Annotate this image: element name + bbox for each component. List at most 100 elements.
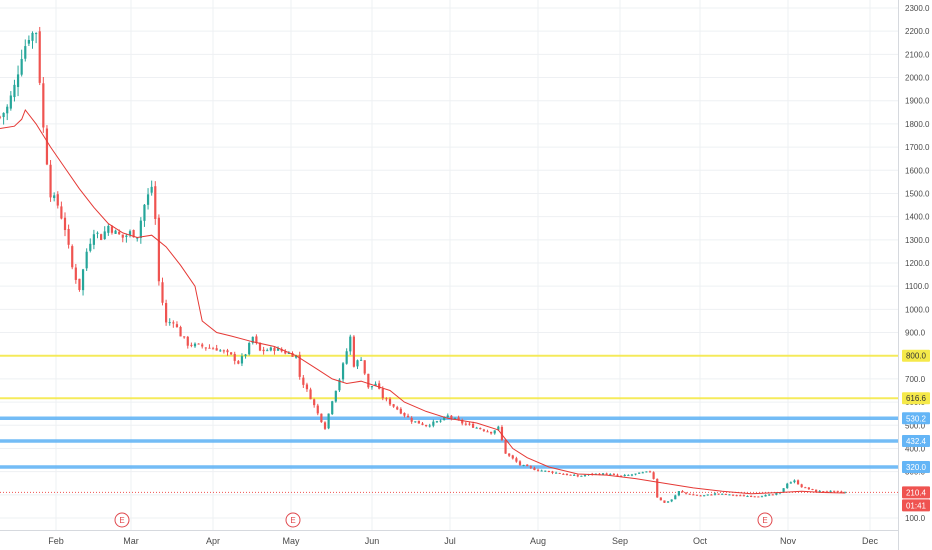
candle-body bbox=[284, 351, 287, 354]
candle-body bbox=[367, 373, 370, 388]
level-tag bbox=[902, 434, 930, 447]
earnings-marker-label: E bbox=[290, 516, 295, 525]
candle-body bbox=[378, 383, 381, 389]
candle-body bbox=[789, 482, 792, 484]
candle-body bbox=[244, 354, 247, 356]
candle-body bbox=[522, 464, 525, 466]
y-tick-label: 1100.0 bbox=[905, 282, 929, 291]
candle-body bbox=[186, 336, 189, 346]
candle-body bbox=[320, 413, 323, 423]
candle-body bbox=[659, 497, 662, 501]
candle-body bbox=[515, 458, 518, 462]
candle-body bbox=[742, 495, 745, 497]
candle-body bbox=[345, 351, 348, 364]
candle-body bbox=[486, 431, 489, 433]
earnings-marker-circle[interactable] bbox=[285, 512, 301, 528]
candle-body bbox=[526, 464, 529, 467]
candle-body bbox=[439, 420, 442, 422]
level-tag bbox=[902, 392, 930, 405]
candle-body bbox=[461, 419, 464, 424]
candle-body bbox=[555, 472, 558, 474]
x-tick-label: Sep bbox=[612, 536, 628, 546]
candle-body bbox=[269, 347, 272, 351]
earnings-marker[interactable]: E bbox=[757, 512, 773, 528]
candle-body bbox=[349, 336, 352, 352]
candle-body bbox=[107, 225, 110, 233]
candle-body bbox=[370, 386, 374, 388]
candle-body bbox=[609, 474, 612, 476]
candle-body bbox=[204, 347, 207, 349]
candle-body bbox=[504, 440, 507, 454]
candle-body bbox=[53, 195, 56, 198]
candle-body bbox=[479, 427, 482, 430]
x-tick-label: Nov bbox=[780, 536, 797, 546]
candle-body bbox=[302, 377, 305, 385]
candle-body bbox=[692, 494, 695, 496]
x-axis: Feb Mar Apr May Jun Jul Aug Sep Oct Nov Dec bbox=[48, 536, 878, 546]
candle-body bbox=[562, 473, 565, 475]
candle-body bbox=[406, 415, 410, 418]
candle-body bbox=[352, 336, 355, 367]
candle-body bbox=[323, 422, 327, 429]
earnings-marker[interactable]: E bbox=[114, 512, 130, 528]
candle-body bbox=[443, 416, 446, 421]
candle-body bbox=[822, 491, 825, 493]
candle-body bbox=[31, 32, 34, 41]
candle-body bbox=[800, 484, 803, 488]
candle-body bbox=[92, 234, 95, 245]
candle-body bbox=[396, 407, 399, 410]
candle-body bbox=[583, 475, 587, 477]
level-tag-label: 530.2 bbox=[906, 414, 927, 423]
earnings-marker-circle[interactable] bbox=[114, 512, 130, 528]
candle-body bbox=[175, 324, 179, 328]
candle-body bbox=[811, 488, 814, 490]
earnings-marker-circle[interactable] bbox=[757, 512, 773, 528]
candle-body bbox=[540, 470, 543, 472]
candle-body bbox=[78, 278, 81, 290]
candle-body bbox=[305, 384, 309, 390]
candle-body bbox=[399, 408, 402, 414]
candle-body bbox=[825, 491, 829, 493]
earnings-marker-label: E bbox=[762, 516, 767, 525]
grid-lines bbox=[0, 0, 898, 530]
candle-body bbox=[276, 348, 280, 351]
candle-body bbox=[547, 470, 550, 472]
candle-body bbox=[67, 228, 70, 245]
candle-body bbox=[309, 389, 312, 400]
candle-body bbox=[161, 282, 164, 303]
y-tick-label: 2200.0 bbox=[905, 27, 930, 36]
level-tag bbox=[902, 461, 930, 473]
candle-body bbox=[287, 353, 290, 355]
level-tag-label: 320.0 bbox=[906, 463, 927, 472]
earnings-marker[interactable]: E bbox=[285, 512, 301, 528]
candle-body bbox=[96, 232, 99, 234]
x-tick-label: Aug bbox=[530, 536, 546, 546]
x-tick-label: May bbox=[282, 536, 300, 546]
candle-body bbox=[211, 348, 215, 350]
x-tick-label: Jun bbox=[365, 536, 380, 546]
candle-body bbox=[594, 473, 597, 475]
candle-body bbox=[605, 473, 608, 475]
candle-body bbox=[446, 415, 449, 418]
candle-body bbox=[428, 425, 431, 427]
candle-body bbox=[435, 421, 439, 423]
candle-body bbox=[634, 473, 637, 475]
candle-body bbox=[363, 360, 366, 374]
x-tick-label: Oct bbox=[693, 536, 708, 546]
candle-body bbox=[558, 472, 561, 474]
y-tick-label: 1700.0 bbox=[905, 143, 930, 152]
candle-body bbox=[818, 490, 821, 492]
candle-body bbox=[374, 383, 377, 386]
candle-body bbox=[638, 472, 641, 474]
level-tag bbox=[902, 412, 930, 425]
candle-body bbox=[670, 499, 673, 502]
candle-body bbox=[706, 494, 709, 496]
candle-body bbox=[681, 490, 684, 493]
candle-body bbox=[717, 493, 720, 495]
candle-body bbox=[728, 494, 731, 496]
candle-body bbox=[280, 349, 283, 352]
candle-body bbox=[739, 495, 742, 497]
